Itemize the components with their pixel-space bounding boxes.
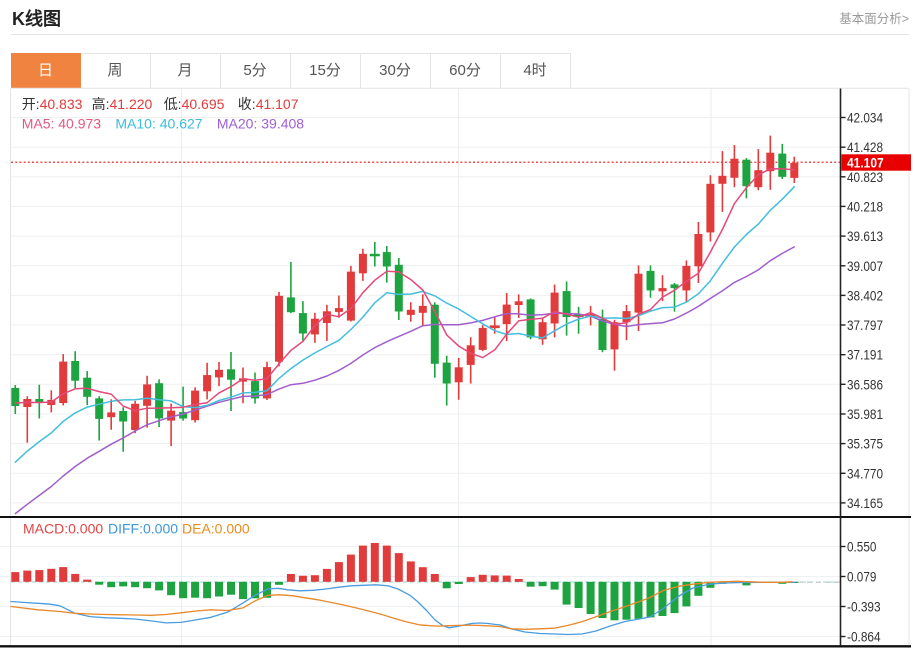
- svg-text:高:41.220: 高:41.220: [92, 96, 153, 112]
- svg-text:-0.393: -0.393: [847, 599, 881, 615]
- svg-text:38.402: 38.402: [847, 287, 883, 303]
- svg-text:42.034: 42.034: [847, 110, 883, 126]
- svg-text:0.550: 0.550: [847, 539, 877, 555]
- svg-text:MA5: 40.973: MA5: 40.973: [22, 116, 102, 132]
- svg-text:收:41.107: 收:41.107: [238, 96, 299, 112]
- svg-text:35.981: 35.981: [847, 406, 883, 422]
- svg-text:39.613: 39.613: [847, 228, 883, 244]
- svg-text:开:40.833: 开:40.833: [22, 96, 83, 112]
- svg-text:37.797: 37.797: [847, 317, 883, 333]
- svg-text:MA20: 39.408: MA20: 39.408: [217, 116, 304, 132]
- svg-text:MACD:0.000: MACD:0.000: [23, 521, 103, 537]
- svg-text:40.218: 40.218: [847, 198, 883, 214]
- svg-text:40.823: 40.823: [847, 169, 883, 185]
- svg-text:41.107: 41.107: [847, 155, 884, 171]
- svg-text:34.165: 34.165: [847, 495, 883, 511]
- svg-text:41.428: 41.428: [847, 139, 883, 155]
- svg-text:DIFF:0.000: DIFF:0.000: [108, 521, 178, 537]
- svg-text:35.375: 35.375: [847, 436, 883, 452]
- svg-text:37.191: 37.191: [847, 347, 883, 363]
- svg-text:MA10: 40.627: MA10: 40.627: [115, 116, 202, 132]
- svg-text:36.586: 36.586: [847, 376, 883, 392]
- svg-text:DEA:0.000: DEA:0.000: [182, 521, 250, 537]
- svg-text:34.770: 34.770: [847, 465, 883, 481]
- svg-text:低:40.695: 低:40.695: [164, 96, 225, 112]
- svg-text:0.079: 0.079: [847, 569, 877, 585]
- svg-text:39.007: 39.007: [847, 258, 883, 274]
- svg-text:-0.864: -0.864: [847, 629, 881, 645]
